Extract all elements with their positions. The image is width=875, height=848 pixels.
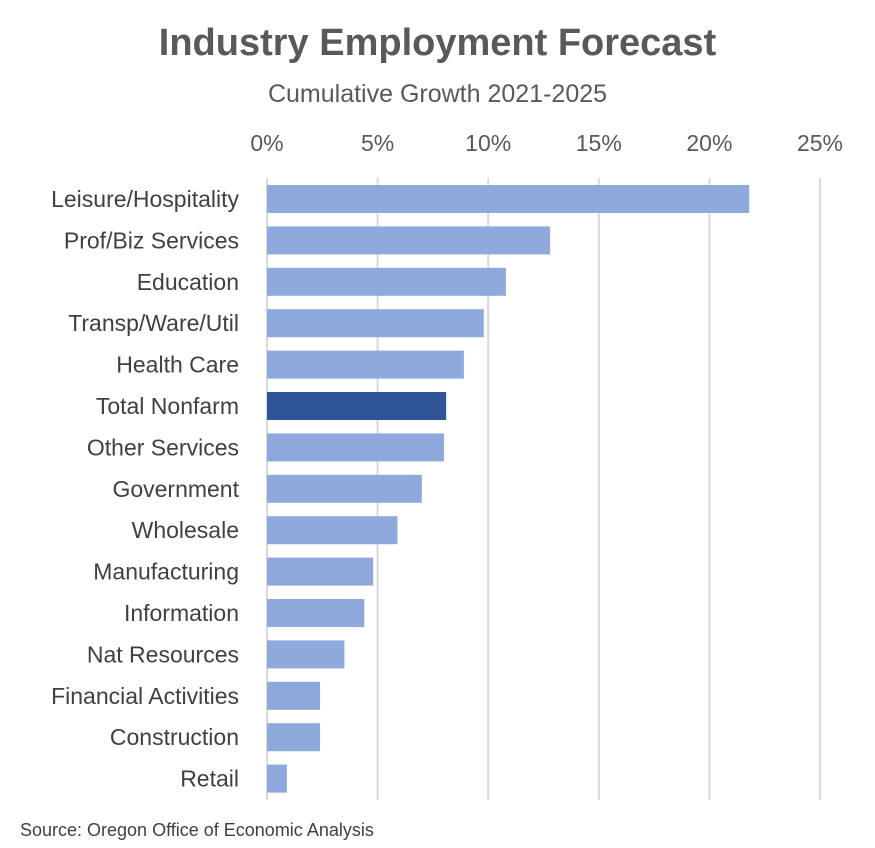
- x-tick-label: 25%: [797, 130, 843, 156]
- bar: [267, 681, 321, 710]
- category-label: Transp/Ware/Util: [68, 310, 239, 336]
- category-label: Total Nonfarm: [96, 393, 239, 419]
- x-axis-ticks: 0% 5% 10% 15% 20% 25%: [250, 130, 843, 156]
- category-label: Leisure/Hospitality: [51, 186, 239, 212]
- category-label: Financial Activities: [51, 683, 239, 709]
- category-label: Government: [112, 476, 239, 502]
- bar: [267, 226, 551, 255]
- category-label: Manufacturing: [93, 559, 239, 585]
- bar-highlight: [267, 392, 447, 420]
- category-label: Health Care: [116, 352, 239, 378]
- bar: [267, 557, 374, 586]
- x-tick-label: 20%: [686, 130, 732, 156]
- bar: [267, 723, 321, 752]
- bar: [267, 267, 506, 296]
- x-tick-label: 15%: [576, 130, 622, 156]
- x-tick-label: 5%: [361, 130, 394, 156]
- category-label: Wholesale: [132, 517, 239, 543]
- category-label: Other Services: [87, 434, 239, 460]
- bar: [267, 309, 484, 338]
- category-label: Nat Resources: [87, 641, 239, 667]
- chart-subtitle: Cumulative Growth 2021-2025: [267, 80, 608, 108]
- category-label: Retail: [180, 766, 239, 792]
- x-tick-label: 0%: [250, 130, 283, 156]
- x-tick-label: 10%: [465, 130, 511, 156]
- bar: [267, 350, 464, 379]
- bar: [267, 474, 422, 503]
- category-label: Construction: [110, 724, 239, 750]
- bar: [267, 764, 287, 793]
- category-label: Prof/Biz Services: [64, 227, 239, 253]
- bar: [267, 640, 345, 669]
- chart-title: Industry Employment Forecast: [158, 22, 717, 64]
- category-label: Education: [137, 269, 239, 295]
- category-labels: Leisure/Hospitality Prof/Biz Services Educ…: [51, 186, 240, 792]
- bars: [267, 185, 750, 793]
- bar: [267, 599, 365, 627]
- bar: [267, 516, 398, 545]
- source-note: Source: Oregon Office of Economic Analys…: [20, 820, 374, 840]
- bar: [267, 433, 444, 462]
- bar: [267, 185, 750, 213]
- category-label: Information: [124, 600, 239, 626]
